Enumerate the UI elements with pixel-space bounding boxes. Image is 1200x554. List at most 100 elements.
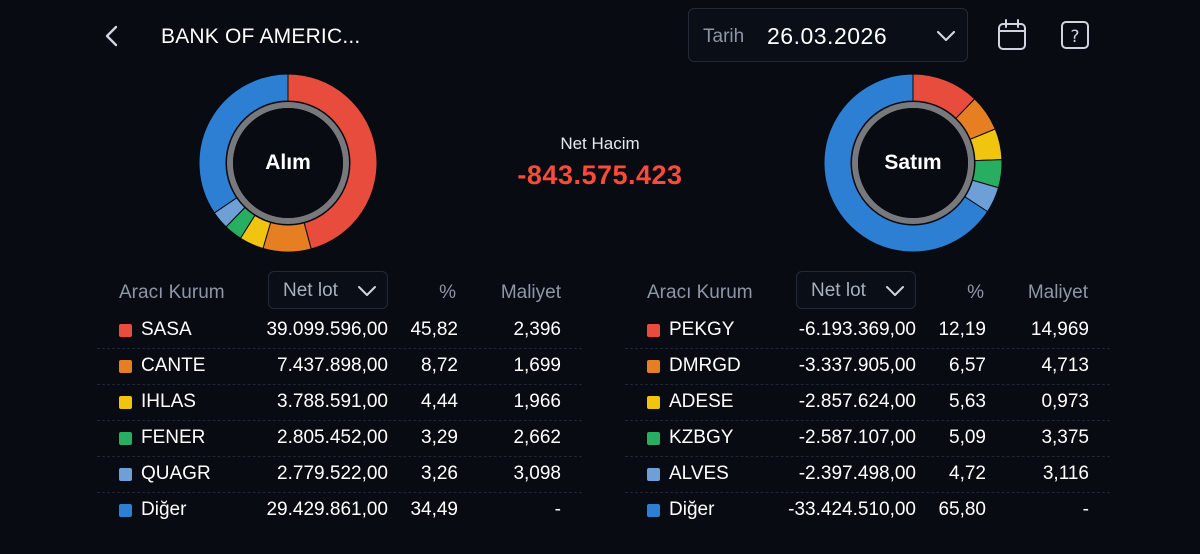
table-row[interactable]: ALVES -2.397.498,00 4,72 3,116 <box>625 457 1110 493</box>
table-row[interactable]: QUAGR 2.779.522,00 3,26 3,098 <box>97 457 582 493</box>
buy-net-lot-dropdown[interactable]: Net lot <box>268 271 388 309</box>
percent-value: 5,63 <box>949 391 986 412</box>
percent-value: 3,26 <box>421 463 458 484</box>
svg-text:?: ? <box>1070 27 1079 47</box>
color-swatch <box>647 468 660 481</box>
net-lot-value: 29.429.861,00 <box>266 499 388 520</box>
sell-header-broker: Aracı Kurum <box>647 282 753 303</box>
color-swatch <box>119 360 132 373</box>
cost-value: 1,699 <box>513 355 561 376</box>
net-lot-value: -6.193.369,00 <box>798 319 916 340</box>
table-row[interactable]: Diğer -33.424.510,00 65,80 - <box>625 493 1110 528</box>
net-lot-value: 2.805.452,00 <box>277 427 388 448</box>
net-lot-value: 3.788.591,00 <box>277 391 388 412</box>
cost-value: 3,375 <box>1041 427 1089 448</box>
broker-name: Diğer <box>669 499 715 520</box>
broker-name: ALVES <box>669 463 729 484</box>
net-volume-label: Net Hacim <box>560 134 640 153</box>
color-swatch <box>647 324 660 337</box>
buy-donut-slice-1 <box>287 73 378 250</box>
color-swatch <box>647 396 660 409</box>
percent-value: 65,80 <box>938 499 986 520</box>
net-lot-value: -2.857.624,00 <box>798 391 916 412</box>
net-lot-value: 7.437.898,00 <box>277 355 388 376</box>
page-title: BANK OF AMERIC... <box>161 25 361 48</box>
broker-name: DMRGD <box>669 355 741 376</box>
broker-name: SASA <box>141 319 192 340</box>
table-row[interactable]: DMRGD -3.337.905,00 6,57 4,713 <box>625 349 1110 385</box>
table-row[interactable]: Diğer 29.429.861,00 34,49 - <box>97 493 582 528</box>
sell-header-cost: Maliyet <box>1027 282 1088 303</box>
sell-donut-svg <box>823 73 1003 253</box>
color-swatch <box>119 432 132 445</box>
table-row[interactable]: FENER 2.805.452,00 3,29 2,662 <box>97 421 582 457</box>
net-volume-value: -843.575.423 <box>517 160 683 190</box>
help-icon[interactable]: ? <box>1059 18 1091 52</box>
broker-name: FENER <box>141 427 206 448</box>
chevron-down-icon <box>935 28 957 44</box>
net-volume: Net Hacim -843.575.423 <box>450 134 750 191</box>
sell-header-percent: % <box>967 282 984 303</box>
broker-name: IHLAS <box>141 391 196 412</box>
net-lot-value: 2.779.522,00 <box>277 463 388 484</box>
percent-value: 5,09 <box>949 427 986 448</box>
sell-table: PEKGY -6.193.369,00 12,19 14,969 DMRGD -… <box>625 313 1110 528</box>
cost-value: 2,662 <box>513 427 561 448</box>
cost-value: 0,973 <box>1041 391 1089 412</box>
sell-donut-slice-6 <box>823 73 989 253</box>
chevron-down-icon <box>886 286 904 296</box>
table-row[interactable]: IHLAS 3.788.591,00 4,44 1,966 <box>97 385 582 421</box>
buy-header-percent: % <box>439 282 456 303</box>
back-arrow-icon[interactable] <box>100 22 126 50</box>
sell-net-lot-label: Net lot <box>811 280 866 301</box>
cost-value: 14,969 <box>1030 319 1089 340</box>
cost-value: 3,116 <box>1042 463 1089 484</box>
net-lot-value: -33.424.510,00 <box>788 499 916 520</box>
sell-donut-label: Satım <box>884 151 942 174</box>
sell-net-lot-dropdown[interactable]: Net lot <box>796 271 916 309</box>
cost-value: 2,396 <box>513 319 561 340</box>
buy-donut-label: Alım <box>265 151 311 174</box>
color-swatch <box>119 324 132 337</box>
cost-value: - <box>1082 499 1089 520</box>
color-swatch <box>647 432 660 445</box>
buy-header-broker: Aracı Kurum <box>119 282 225 303</box>
table-row[interactable]: ADESE -2.857.624,00 5,63 0,973 <box>625 385 1110 421</box>
percent-value: 8,72 <box>421 355 458 376</box>
buy-donut-slice-6 <box>198 73 289 214</box>
cost-value: 1,966 <box>513 391 561 412</box>
buy-net-lot-label: Net lot <box>283 280 338 301</box>
broker-name: ADESE <box>669 391 734 412</box>
table-row[interactable]: CANTE 7.437.898,00 8,72 1,699 <box>97 349 582 385</box>
color-swatch <box>119 504 132 517</box>
date-selector[interactable]: Tarih 26.03.2026 <box>688 8 968 62</box>
date-value: 26.03.2026 <box>767 23 888 49</box>
percent-value: 4,44 <box>421 391 458 412</box>
color-swatch <box>119 396 132 409</box>
broker-name: PEKGY <box>669 319 735 340</box>
cost-value: 4,713 <box>1041 355 1089 376</box>
cost-value: 3,098 <box>513 463 561 484</box>
net-lot-value: 39.099.596,00 <box>266 319 388 340</box>
sell-donut-inner-ring <box>852 102 974 224</box>
buy-donut-inner-ring <box>227 102 349 224</box>
buy-donut-hole <box>233 108 343 218</box>
table-row[interactable]: KZBGY -2.587.107,00 5,09 3,375 <box>625 421 1110 457</box>
table-row[interactable]: SASA 39.099.596,00 45,82 2,396 <box>97 313 582 349</box>
color-swatch <box>647 504 660 517</box>
sell-donut-chart: Satım <box>823 73 1003 253</box>
net-lot-value: -2.587.107,00 <box>798 427 916 448</box>
color-swatch <box>647 360 660 373</box>
sell-donut-hole <box>858 108 968 218</box>
broker-name: KZBGY <box>669 427 734 448</box>
broker-name: Diğer <box>141 499 187 520</box>
table-row[interactable]: PEKGY -6.193.369,00 12,19 14,969 <box>625 313 1110 349</box>
net-lot-value: -2.397.498,00 <box>798 463 916 484</box>
percent-value: 4,72 <box>949 463 986 484</box>
buy-donut-svg <box>198 73 378 253</box>
buy-donut-chart: Alım <box>198 73 378 253</box>
calendar-icon[interactable] <box>996 18 1028 52</box>
net-lot-value: -3.337.905,00 <box>798 355 916 376</box>
percent-value: 12,19 <box>938 319 986 340</box>
chevron-down-icon <box>358 286 376 296</box>
